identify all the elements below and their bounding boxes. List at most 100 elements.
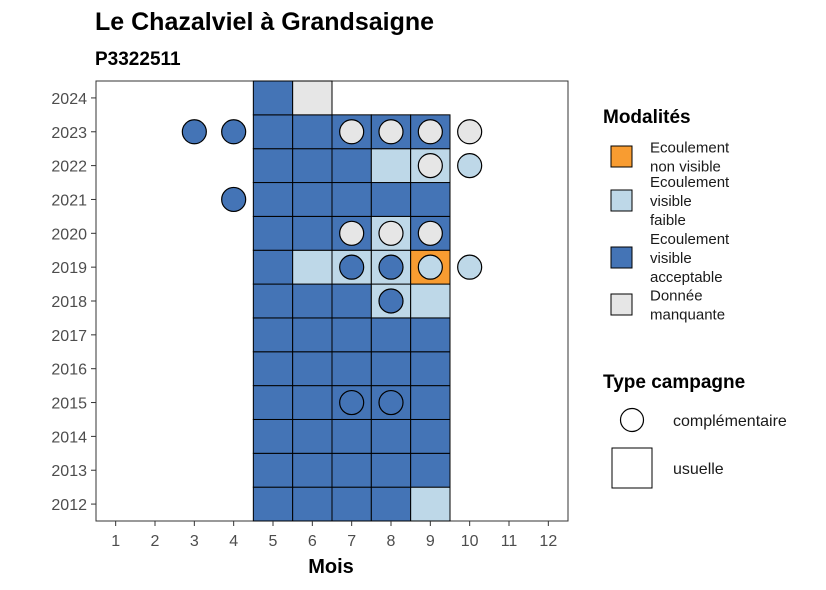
legend-label-ecoulement_non_visible: non visible [650,159,721,176]
tile-2017-6 [292,317,333,353]
point-2023-4 [221,119,247,145]
tile-2020-5 [252,215,294,251]
legend-type-campagne: Type campagne complémentaire usuelle [603,372,787,489]
legend-label-ecoulement_non_visible: Ecoulement [650,140,730,157]
tile-2013-9 [410,452,451,488]
tile-2022-6 [292,148,333,184]
tile-2015-9 [410,385,451,420]
tile-2012-5 [252,486,294,522]
tile-2021-8 [370,182,412,217]
legend-label-donnee_manquante: Donnée [650,288,703,305]
legend-key-ecoulement_non_visible [610,145,633,168]
y-tick-label: 2016 [51,362,87,379]
y-tick-label: 2023 [51,125,87,142]
y-tick-label: 2017 [51,328,87,345]
point-2020-8 [378,220,404,246]
x-tick-label: 11 [501,533,518,550]
x-tick-label: 12 [539,533,557,550]
tile-2014-7 [331,418,372,454]
point-2015-8 [378,389,404,416]
legend-label-circle: complémentaire [673,413,787,430]
tile-2018-5 [252,283,294,319]
y-tick-label: 2020 [51,226,87,243]
point-2023-10 [457,119,483,145]
x-axis-ticks: 1 2 3 4 5 6 7 8 9 10 11 12 [111,521,557,550]
y-tick-label: 2013 [51,463,87,480]
tile-2021-5 [252,182,294,217]
tile-2013-5 [252,452,294,488]
complementaire-points [181,119,483,416]
tile-2013-8 [370,452,412,488]
x-tick-label: 7 [347,533,356,550]
tile-2012-6 [292,486,333,522]
tile-2014-9 [410,418,451,454]
point-2019-8 [378,254,404,280]
y-tick-label: 2015 [51,396,87,413]
tile-2016-7 [331,351,372,387]
tile-2012-9 [410,486,451,522]
point-2021-4 [221,186,247,213]
legend-key-ecoulement_visible_acceptable [610,246,633,269]
tile-2017-9 [410,317,451,353]
legend-label-ecoulement_visible_acceptable: acceptable [650,269,723,286]
legend-modalites-title: Modalités [603,107,691,128]
legend-label-ecoulement_visible_acceptable: Ecoulement [650,231,730,248]
x-axis-title: Mois [308,556,354,578]
legend-key-complementaire [619,407,645,433]
tile-2017-5 [252,317,294,353]
legend-modalites: Modalités Ecoulement non visible Ecoulemen… [603,107,730,324]
tile-2016-9 [410,351,451,387]
tile-2012-8 [370,486,412,522]
y-axis-ticks: 2012 2013 2014 2015 2016 2017 2018 2019 2020 2021… [51,91,96,514]
point-2019-10 [457,254,483,280]
usuelle-tiles [252,80,451,522]
tile-2018-7 [331,283,372,319]
point-2018-8 [378,288,404,314]
tile-2022-7 [331,148,372,184]
point-2023-3 [181,119,207,145]
legend-type-title: Type campagne [603,372,745,393]
tile-2024-5 [252,80,294,116]
tile-2020-6 [292,215,333,251]
legend-label-donnee_manquante: manquante [650,307,725,324]
point-2022-9 [417,153,443,179]
y-tick-label: 2019 [51,260,87,277]
tile-2021-6 [292,182,333,217]
tile-2016-5 [252,351,294,387]
point-2020-9 [417,220,443,246]
point-2019-7 [339,254,365,280]
tile-2023-6 [292,114,333,150]
tile-2012-7 [331,486,372,522]
y-tick-label: 2014 [51,429,87,446]
point-2015-7 [339,389,365,416]
x-tick-label: 9 [426,533,435,550]
y-tick-label: 2024 [51,91,87,108]
tile-2013-7 [331,452,372,488]
legend-label-square: usuelle [673,461,724,478]
tile-2021-9 [410,182,451,217]
y-tick-label: 2021 [51,192,87,209]
chart-subtitle: P3322511 [95,49,181,70]
x-tick-label: 6 [308,533,317,550]
tile-2019-6 [292,249,333,285]
tile-2023-5 [252,114,294,150]
tile-2016-6 [292,351,333,387]
y-tick-label: 2022 [51,159,87,176]
point-2023-9 [417,119,443,145]
tile-2013-6 [292,452,333,488]
x-tick-label: 4 [229,533,238,550]
tile-2022-8 [370,148,412,184]
tile-2015-5 [252,385,294,420]
point-2023-7 [339,119,365,145]
legend-key-usuelle [611,447,653,489]
legend-key-ecoulement_visible_faible [610,189,633,212]
tile-2014-8 [370,418,412,454]
x-tick-label: 2 [151,533,160,550]
tile-2016-8 [370,351,412,387]
x-tick-label: 8 [387,533,396,550]
point-2022-10 [457,153,483,179]
point-2023-8 [378,119,404,145]
tile-2014-6 [292,418,333,454]
tile-2021-7 [331,182,372,217]
